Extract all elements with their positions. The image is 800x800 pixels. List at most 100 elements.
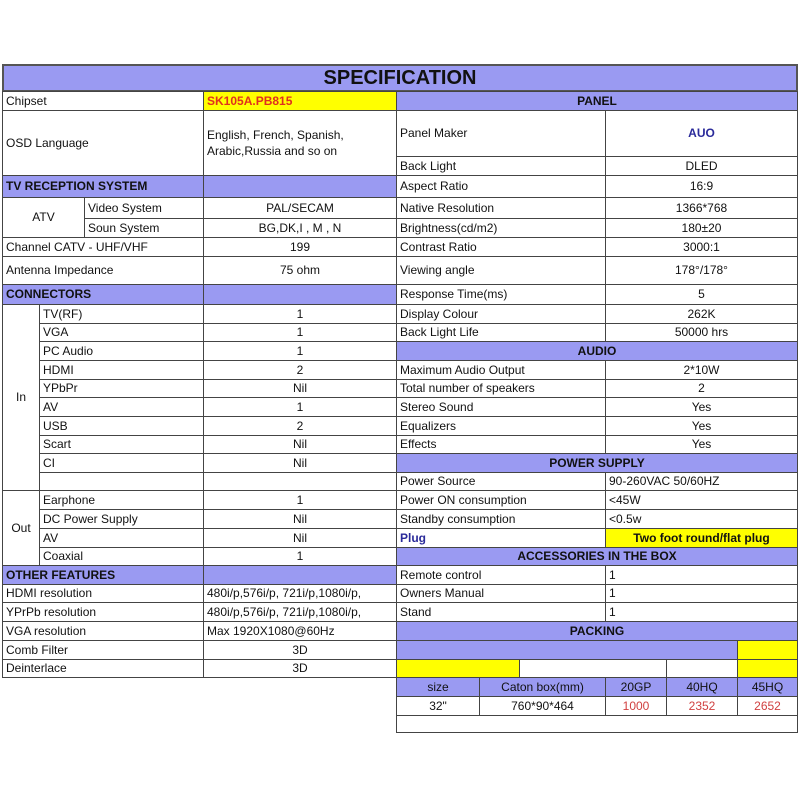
panel-label: Response Time(ms) <box>396 284 606 305</box>
power-value: <0.5w <box>605 509 798 529</box>
feature-value: 480i/p,576i/p, 721i/p,1080i/p, <box>203 602 397 622</box>
feature-value: Max 1920X1080@60Hz <box>203 621 397 641</box>
connector-value: 1 <box>203 490 397 510</box>
panel-value: DLED <box>605 156 798 176</box>
packing-filler <box>737 659 798 678</box>
panel-label: Display Colour <box>396 304 606 324</box>
atv-label: ATV <box>2 197 85 238</box>
panel-label: Back Light <box>396 156 606 176</box>
section-filler <box>203 175 397 198</box>
feature-value: 480i/p,576i/p, 721i/p,1080i/p, <box>203 584 397 603</box>
power-label: Plug <box>396 528 606 548</box>
connector-label: YPbPr <box>39 379 204 398</box>
connector-label: Scart <box>39 435 204 454</box>
panel-value: 262K <box>605 304 798 324</box>
power-label: Power ON consumption <box>396 490 606 510</box>
connector-value: Nil <box>203 453 397 473</box>
panel-value: 180±20 <box>605 218 798 238</box>
connector-label: USB <box>39 416 204 436</box>
packing-value: 1000 <box>605 696 667 716</box>
connector-label: CI <box>39 453 204 473</box>
section-panel: PANEL <box>396 91 798 111</box>
connector-value: Nil <box>203 435 397 454</box>
feature-label: YPrPb resolution <box>2 602 204 622</box>
antenna-value: 75 ohm <box>203 256 397 285</box>
section-connectors: CONNECTORS <box>2 284 204 305</box>
connector-value: 1 <box>203 323 397 342</box>
connector-value: 1 <box>203 547 397 566</box>
empty-cell <box>39 472 204 491</box>
power-label: Standby consumption <box>396 509 606 529</box>
page-title: SPECIFICATION <box>2 64 798 92</box>
connector-label: HDMI <box>39 360 204 380</box>
panel-label: Aspect Ratio <box>396 175 606 198</box>
packing-header: 40HQ <box>666 677 738 697</box>
connector-label: AV <box>39 397 204 417</box>
audio-label: Maximum Audio Output <box>396 360 606 380</box>
packing-value: 32" <box>396 696 480 716</box>
empty-cell <box>203 472 397 491</box>
connector-value: Nil <box>203 509 397 529</box>
packing-filler <box>737 640 798 660</box>
sound-system-label: Soun System <box>84 218 204 238</box>
connector-label: PC Audio <box>39 341 204 361</box>
section-tv-reception: TV RECEPTION SYSTEM <box>2 175 204 198</box>
connector-label: DC Power Supply <box>39 509 204 529</box>
feature-label: Comb Filter <box>2 640 204 660</box>
audio-label: Total number of speakers <box>396 379 606 398</box>
connector-value: Nil <box>203 379 397 398</box>
connector-value: 2 <box>203 360 397 380</box>
channel-value: 199 <box>203 237 397 257</box>
connector-label: Coaxial <box>39 547 204 566</box>
accessory-value: 1 <box>605 584 798 603</box>
audio-value: 2*10W <box>605 360 798 380</box>
connector-value: 2 <box>203 416 397 436</box>
panel-value: 178°/178° <box>605 256 798 285</box>
panel-label: Contrast Ratio <box>396 237 606 257</box>
panel-value: 3000:1 <box>605 237 798 257</box>
packing-filler <box>666 659 738 678</box>
connector-value: 1 <box>203 304 397 324</box>
audio-value: Yes <box>605 397 798 417</box>
audio-label: Equalizers <box>396 416 606 436</box>
audio-label: Effects <box>396 435 606 454</box>
panel-label: Back Light Life <box>396 323 606 342</box>
in-group-label: In <box>2 304 40 491</box>
power-label: Power Source <box>396 472 606 491</box>
osd-language-label: OSD Language <box>2 110 204 176</box>
audio-value: 2 <box>605 379 798 398</box>
antenna-label: Antenna Impedance <box>2 256 204 285</box>
osd-language-value: English, French, Spanish, Arabic,Russia … <box>203 110 397 176</box>
section-power-supply: POWER SUPPLY <box>396 453 798 473</box>
section-packing: PACKING <box>396 621 798 641</box>
feature-label: VGA resolution <box>2 621 204 641</box>
section-filler <box>203 284 397 305</box>
connector-value: 1 <box>203 341 397 361</box>
power-value: 90-260VAC 50/60HZ <box>605 472 798 491</box>
panel-value: 16:9 <box>605 175 798 198</box>
feature-value: 3D <box>203 640 397 660</box>
audio-label: Stereo Sound <box>396 397 606 417</box>
connector-value: 1 <box>203 397 397 417</box>
panel-value: 50000 hrs <box>605 323 798 342</box>
packing-value: 760*90*464 <box>479 696 606 716</box>
panel-label: Brightness(cd/m2) <box>396 218 606 238</box>
connector-value: Nil <box>203 528 397 548</box>
power-value: Two foot round/flat plug <box>605 528 798 548</box>
accessory-value: 1 <box>605 602 798 622</box>
connector-label: Earphone <box>39 490 204 510</box>
sound-system-value: BG,DK,I , M , N <box>203 218 397 238</box>
feature-value: 3D <box>203 659 397 678</box>
packing-header: Caton box(mm) <box>479 677 606 697</box>
video-system-label: Video System <box>84 197 204 219</box>
panel-value: 1366*768 <box>605 197 798 219</box>
chipset-label: Chipset <box>2 91 204 111</box>
packing-header: 45HQ <box>737 677 798 697</box>
connector-label: TV(RF) <box>39 304 204 324</box>
feature-label: Deinterlace <box>2 659 204 678</box>
panel-label: Panel Maker <box>396 110 606 157</box>
video-system-value: PAL/SECAM <box>203 197 397 219</box>
packing-header: 20GP <box>605 677 667 697</box>
empty-row <box>396 715 798 733</box>
audio-value: Yes <box>605 435 798 454</box>
